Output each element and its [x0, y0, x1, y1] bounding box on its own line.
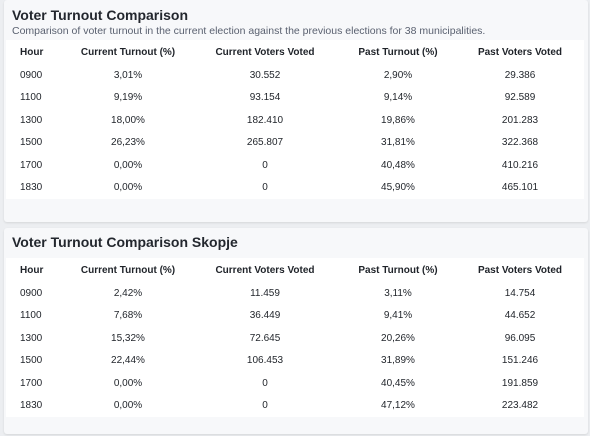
column-header-past-voters: Past Voters Voted: [477, 264, 563, 276]
turnout-table: Hour Current Turnout (%) Current Voters …: [6, 40, 584, 199]
current-turnout-cell: 0,00%: [113, 159, 143, 171]
past-turnout-cell: 2,90%: [383, 69, 413, 81]
current-turnout-cell: 26,23%: [111, 137, 145, 149]
current-voters-cell: 36.449: [249, 310, 281, 322]
current-voters-cell: 0: [262, 400, 268, 412]
card-header: Voter Turnout Comparison Comparison of v…: [4, 0, 588, 40]
past-turnout-cell: 31,89%: [381, 355, 415, 367]
hour-cell: 1300: [20, 114, 43, 126]
past-voters-cell: 92.589: [504, 92, 536, 104]
column-header-past-turnout: Past Turnout (%): [358, 264, 438, 276]
current-voters-cell: 265.807: [246, 137, 284, 149]
column-header-current-voters: Current Voters Voted: [215, 46, 315, 58]
card-title: Voter Turnout Comparison Skopje: [12, 234, 238, 250]
card-subtitle: Comparison of voter turnout in the curre…: [12, 25, 486, 37]
past-turnout-cell: 3,11%: [384, 287, 412, 299]
current-turnout-cell: 7,68%: [113, 310, 143, 322]
current-voters-cell: 72.645: [249, 332, 281, 344]
past-voters-cell: 465.101: [501, 182, 539, 194]
table-header-row: Hour Current Turnout (%) Current Voters …: [6, 258, 584, 282]
current-turnout-cell: 3,01%: [113, 69, 143, 81]
past-voters-cell: 410.216: [501, 159, 539, 171]
card-title: Voter Turnout Comparison: [12, 7, 189, 23]
table-row: 1100 7,68% 36.449 9,41% 44.652: [6, 305, 584, 328]
past-turnout-cell: 9,14%: [383, 92, 413, 104]
table-row: 1830 0,00% 0 47,12% 223.482: [6, 395, 584, 418]
table-header-row: Hour Current Turnout (%) Current Voters …: [6, 40, 584, 64]
current-turnout-cell: 22,44%: [111, 355, 145, 367]
current-voters-cell: 0: [262, 182, 268, 194]
past-turnout-cell: 9,41%: [383, 310, 413, 322]
column-header-current-turnout: Current Turnout (%): [80, 46, 176, 58]
past-voters-cell: 201.283: [501, 114, 539, 126]
current-turnout-cell: 9,19%: [113, 92, 143, 104]
column-header-hour: Hour: [20, 264, 44, 276]
column-header-hour: Hour: [20, 46, 44, 58]
table-row: 1700 0,00% 0 40,48% 410.216: [6, 154, 584, 177]
past-voters-cell: 29.386: [504, 69, 536, 81]
past-turnout-cell: 47,12%: [381, 400, 415, 412]
table-row: 1300 15,32% 72.645 20,26% 96.095: [6, 327, 584, 350]
table-row: 1300 18,00% 182.410 19,86% 201.283: [6, 109, 584, 132]
skopje-turnout-card: Voter Turnout Comparison Skopje Hour Cur…: [4, 228, 588, 434]
hour-cell: 1300: [20, 332, 43, 344]
column-header-past-turnout: Past Turnout (%): [358, 46, 438, 58]
past-voters-cell: 151.246: [501, 355, 539, 367]
past-turnout-cell: 19,86%: [381, 114, 415, 126]
current-voters-cell: 106.453: [246, 355, 284, 367]
hour-cell: 0900: [20, 69, 43, 81]
table-row: 1500 22,44% 106.453 31,89% 151.246: [6, 350, 584, 373]
past-turnout-cell: 40,45%: [381, 377, 415, 389]
card-header: Voter Turnout Comparison Skopje: [4, 228, 588, 258]
current-voters-cell: 93.154: [249, 92, 281, 104]
past-turnout-cell: 45,90%: [381, 182, 415, 194]
past-turnout-cell: 40,48%: [381, 159, 415, 171]
table-row: 1700 0,00% 0 40,45% 191.859: [6, 372, 584, 395]
hour-cell: 1500: [20, 137, 43, 149]
current-voters-cell: 0: [262, 377, 268, 389]
current-voters-cell: 11.459: [250, 287, 280, 299]
table-row: 1100 9,19% 93.154 9,14% 92.589: [6, 87, 584, 110]
current-voters-cell: 0: [262, 159, 268, 171]
current-turnout-cell: 0,00%: [113, 400, 143, 412]
current-voters-cell: 30.552: [249, 69, 281, 81]
hour-cell: 1500: [20, 355, 43, 367]
hour-cell: 1700: [20, 159, 43, 171]
hour-cell: 0900: [20, 287, 43, 299]
hour-cell: 1100: [20, 310, 42, 322]
past-voters-cell: 14.754: [504, 287, 536, 299]
hour-cell: 1100: [20, 92, 42, 104]
current-turnout-cell: 0,00%: [113, 182, 143, 194]
past-voters-cell: 44.652: [504, 310, 536, 322]
hour-cell: 1830: [20, 182, 43, 194]
current-turnout-cell: 15,32%: [111, 332, 145, 344]
current-turnout-cell: 2,42%: [113, 287, 143, 299]
skopje-turnout-table: Hour Current Turnout (%) Current Voters …: [6, 258, 584, 417]
table-container: Hour Current Turnout (%) Current Voters …: [6, 40, 584, 199]
column-header-current-turnout: Current Turnout (%): [80, 264, 176, 276]
current-turnout-cell: 0,00%: [113, 377, 143, 389]
table-row: 1500 26,23% 265.807 31,81% 322.368: [6, 132, 584, 155]
turnout-card: Voter Turnout Comparison Comparison of v…: [4, 0, 588, 222]
past-voters-cell: 191.859: [501, 377, 539, 389]
table-row: 0900 3,01% 30.552 2,90% 29.386: [6, 64, 584, 87]
past-voters-cell: 322.368: [501, 137, 539, 149]
current-turnout-cell: 18,00%: [111, 114, 145, 126]
table-row: 1830 0,00% 0 45,90% 465.101: [6, 177, 584, 200]
past-voters-cell: 96.095: [504, 332, 536, 344]
hour-cell: 1830: [20, 400, 43, 412]
hour-cell: 1700: [20, 377, 43, 389]
past-turnout-cell: 31,81%: [381, 137, 415, 149]
current-voters-cell: 182.410: [246, 114, 284, 126]
past-voters-cell: 223.482: [501, 400, 539, 412]
table-row: 0900 2,42% 11.459 3,11% 14.754: [6, 282, 584, 305]
column-header-past-voters: Past Voters Voted: [477, 46, 563, 58]
past-turnout-cell: 20,26%: [381, 332, 415, 344]
table-container: Hour Current Turnout (%) Current Voters …: [6, 258, 584, 417]
column-header-current-voters: Current Voters Voted: [215, 264, 315, 276]
